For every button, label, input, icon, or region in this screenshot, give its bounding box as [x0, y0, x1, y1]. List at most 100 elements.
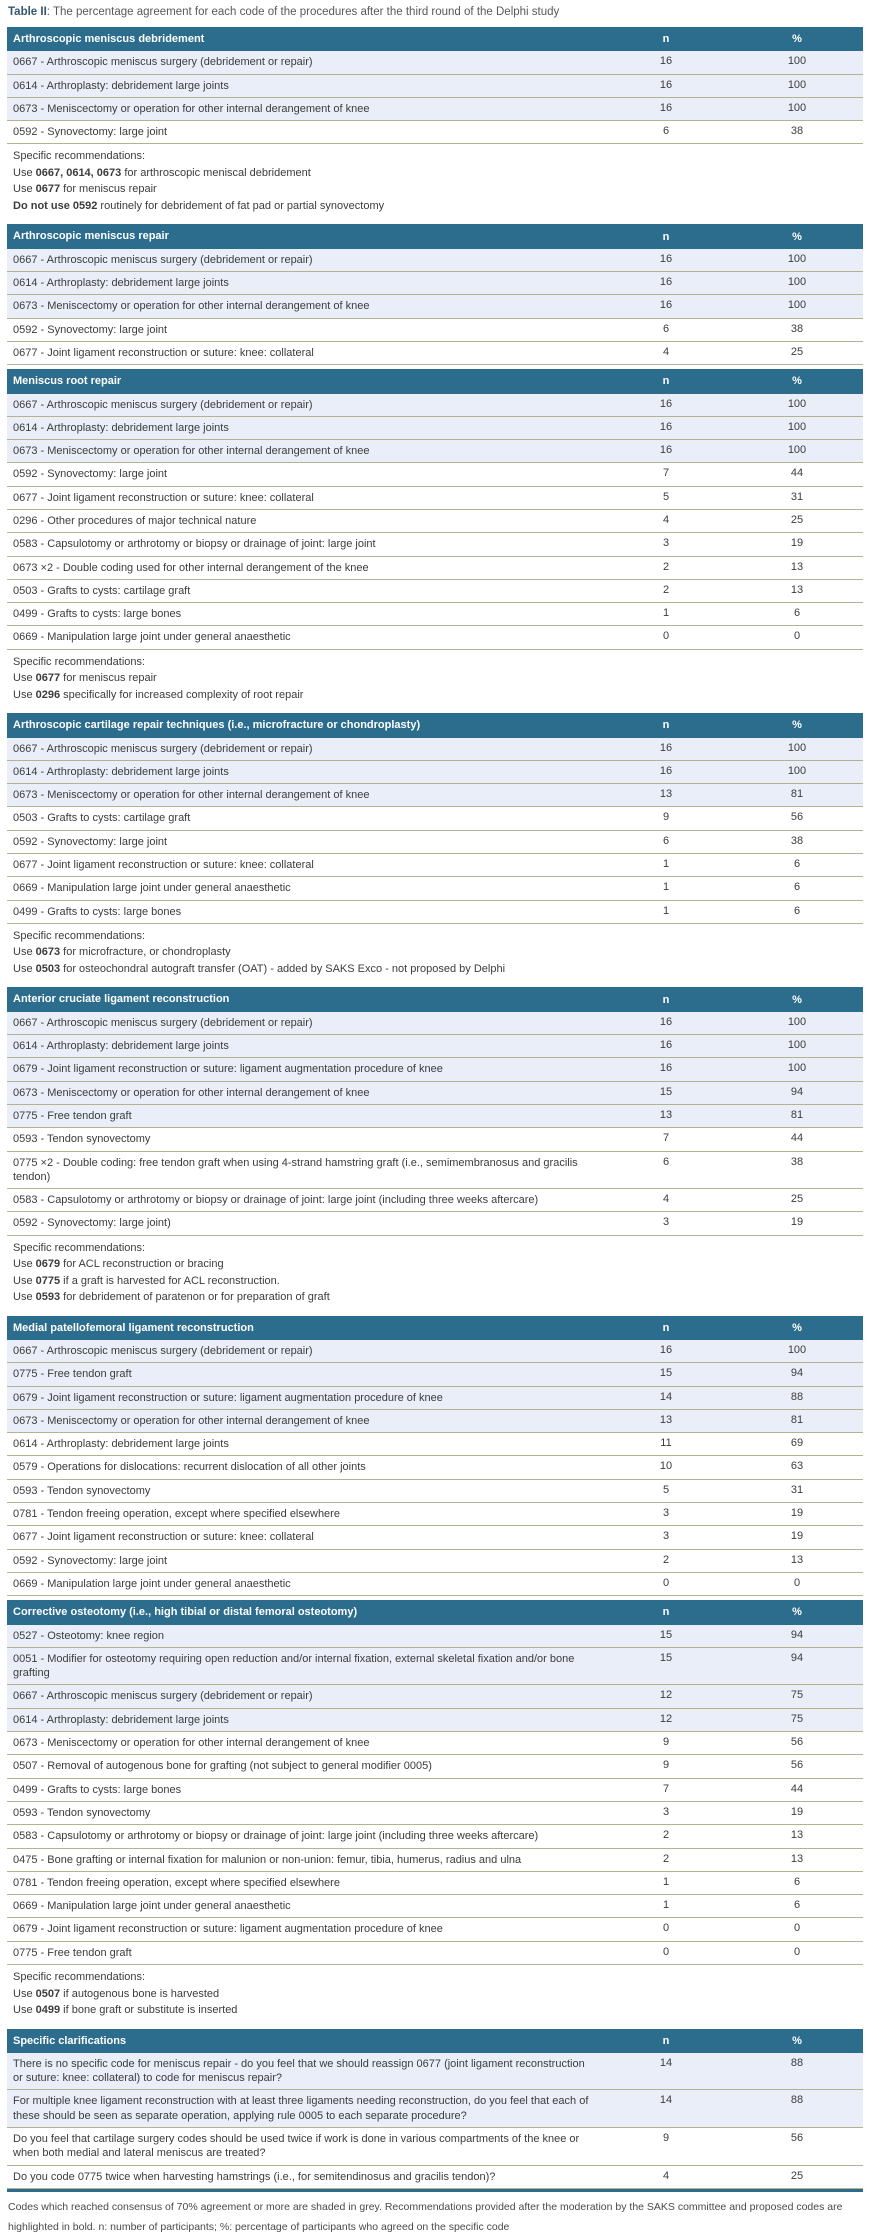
- row-n-value: 15: [659, 1651, 673, 1664]
- code-row: 0673 - Meniscectomy or operation for oth…: [7, 97, 863, 122]
- row-n-value: 6: [662, 1155, 670, 1168]
- code-row: 0781 - Tendon freeing operation, except …: [7, 1503, 863, 1527]
- row-pct-value: 100: [787, 1062, 807, 1075]
- text-segment: 0775: [35, 1274, 61, 1287]
- code-row: 0775 - Free tendon graft 13 81: [7, 1104, 863, 1129]
- section-header-row: Specific clarifications n%: [7, 2028, 863, 2053]
- recommendation-line: Use 0499 if bone graft or substitute is …: [13, 2002, 857, 2019]
- column-header-pct: %: [792, 1606, 802, 1619]
- row-description: 0475 - Bone grafting or internal fixatio…: [13, 1853, 522, 1866]
- code-row: 0673 - Meniscectomy or operation for oth…: [7, 1732, 863, 1756]
- row-pct-value: 44: [790, 1132, 804, 1145]
- code-row: 0592 - Synovectomy: large joint) 3 19: [7, 1212, 863, 1236]
- row-n-value: 2: [662, 1829, 670, 1842]
- row-description: 0667 - Arthroscopic meniscus surgery (de…: [13, 253, 313, 266]
- row-n-value: 4: [662, 1193, 670, 1206]
- code-row: 0669 - Manipulation large joint under ge…: [7, 626, 863, 650]
- row-n-value: 9: [662, 2132, 670, 2144]
- row-n-value: 11: [660, 1437, 672, 1450]
- column-header-pct: %: [792, 2034, 802, 2047]
- code-row: 0673 - Meniscectomy or operation for oth…: [7, 295, 863, 319]
- row-n-value: 1: [662, 1875, 670, 1888]
- row-description: 0669 - Manipulation large joint under ge…: [13, 631, 291, 644]
- row-pct-value: 0: [793, 1576, 801, 1589]
- row-pct-value: 75: [790, 1689, 804, 1702]
- row-n-value: 14: [659, 2094, 673, 2107]
- row-pct-value: 19: [790, 1507, 804, 1520]
- row-n-value: 5: [662, 1483, 670, 1496]
- table-section: Arthroscopic meniscus debridement n% 0667 …: [7, 26, 863, 220]
- code-row: 0592 - Synovectomy: large joint 2 13: [7, 1549, 863, 1573]
- row-pct-value: 69: [790, 1437, 804, 1450]
- code-row: 0679 - Joint ligament reconstruction or …: [7, 1058, 863, 1082]
- row-n-value: 15: [659, 1367, 673, 1380]
- row-description: 0507 - Removal of autogenous bone for gr…: [13, 1760, 432, 1773]
- row-pct-value: 100: [787, 299, 807, 312]
- row-description: 0673 - Meniscectomy or operation for oth…: [13, 445, 370, 458]
- section-title: Medial patellofemoral ligament reconstru…: [13, 1321, 254, 1334]
- row-n-value: 12: [659, 1689, 673, 1702]
- row-n-value: 16: [659, 101, 673, 114]
- table-section: Meniscus root repair n% 0667 - Arthroscopi…: [7, 369, 863, 709]
- code-row: 0614 - Arthroplasty: debridement large j…: [7, 1035, 863, 1059]
- row-pct-value: 13: [790, 1829, 804, 1842]
- row-pct-value: 94: [790, 1651, 804, 1664]
- code-row: 0667 - Arthroscopic meniscus surgery (de…: [7, 1685, 863, 1709]
- row-n-value: 16: [659, 397, 673, 410]
- row-description: 0669 - Manipulation large joint under ge…: [13, 882, 291, 895]
- recommendations-label: Specific recommendations:: [13, 1241, 146, 1254]
- row-pct-value: 56: [790, 1759, 804, 1772]
- row-pct-value: 81: [790, 1108, 804, 1121]
- row-n-value: 3: [662, 1507, 670, 1520]
- code-row: 0673 - Meniscectomy or operation for oth…: [7, 784, 863, 808]
- text-segment: for osteochondral autograft transfer (OA…: [60, 962, 506, 975]
- row-description: 0579 - Operations for dislocations: recu…: [13, 1461, 366, 1474]
- row-n-value: 7: [662, 1132, 670, 1145]
- row-n-value: 14: [659, 1390, 673, 1403]
- row-n-value: 6: [662, 125, 670, 138]
- row-description: 0677 - Joint ligament reconstruction or …: [13, 859, 314, 872]
- row-n-value: 4: [662, 513, 670, 526]
- row-description: 0677 - Joint ligament reconstruction or …: [13, 346, 314, 359]
- text-segment: 0677: [35, 672, 61, 685]
- row-pct-value: 56: [790, 1736, 804, 1749]
- table-section: Arthroscopic cartilage repair techniques…: [7, 713, 863, 983]
- row-n-value: 3: [662, 1530, 670, 1543]
- row-pct-value: 81: [790, 788, 804, 801]
- section-header-row: Meniscus root repair n%: [7, 369, 863, 394]
- text-segment: Use: [13, 946, 36, 959]
- column-header-pct: %: [792, 33, 802, 46]
- code-row: 0677 - Joint ligament reconstruction or …: [7, 341, 863, 366]
- text-segment: 0503: [35, 962, 61, 975]
- recommendations-block: Specific recommendations: Use 0679 for AC…: [7, 1236, 863, 1312]
- recommendation-line: Do not use 0592 routinely for debridemen…: [13, 198, 857, 215]
- section-header-row: Arthroscopic meniscus debridement n%: [7, 26, 863, 52]
- text-segment: Do not use 0592: [13, 199, 98, 212]
- row-description: 0593 - Tendon synovectomy: [13, 1484, 151, 1497]
- column-header-n: n: [662, 719, 670, 732]
- text-segment: for ACL reconstruction or bracing: [60, 1258, 224, 1271]
- row-description: 0614 - Arthroplasty: debridement large j…: [13, 765, 229, 778]
- row-description: 0583 - Capsulotomy or arthrotomy or biop…: [13, 538, 376, 551]
- row-n-value: 16: [659, 1062, 673, 1075]
- row-pct-value: 88: [790, 1390, 804, 1403]
- row-description: 0614 - Arthroplasty: debridement large j…: [13, 1438, 229, 1451]
- row-description: 0583 - Capsulotomy or arthrotomy or biop…: [13, 1194, 539, 1207]
- row-description: 0775 - Free tendon graft: [13, 1946, 132, 1959]
- row-n-value: 13: [659, 1108, 673, 1121]
- text-segment: 0593: [35, 1291, 61, 1304]
- code-row: 0614 - Arthroplasty: debridement large j…: [7, 416, 863, 441]
- text-segment: Use: [13, 1291, 36, 1304]
- text-segment: 0499: [35, 2004, 61, 2017]
- code-row: 0614 - Arthroplasty: debridement large j…: [7, 74, 863, 98]
- text-segment: if a graft is harvested for ACL reconstr…: [60, 1274, 280, 1287]
- row-description: 0673 - Meniscectomy or operation for oth…: [13, 1414, 370, 1427]
- row-n-value: 16: [659, 420, 673, 433]
- code-row: 0592 - Synovectomy: large joint 6 38: [7, 318, 863, 342]
- section-title: Specific clarifications: [13, 2034, 127, 2047]
- code-row: 0593 - Tendon synovectomy 7 44: [7, 1128, 863, 1152]
- row-description: 0527 - Osteotomy: knee region: [13, 1629, 165, 1642]
- row-description: 0592 - Synovectomy: large joint: [13, 323, 168, 336]
- row-pct-value: 6: [793, 1875, 801, 1888]
